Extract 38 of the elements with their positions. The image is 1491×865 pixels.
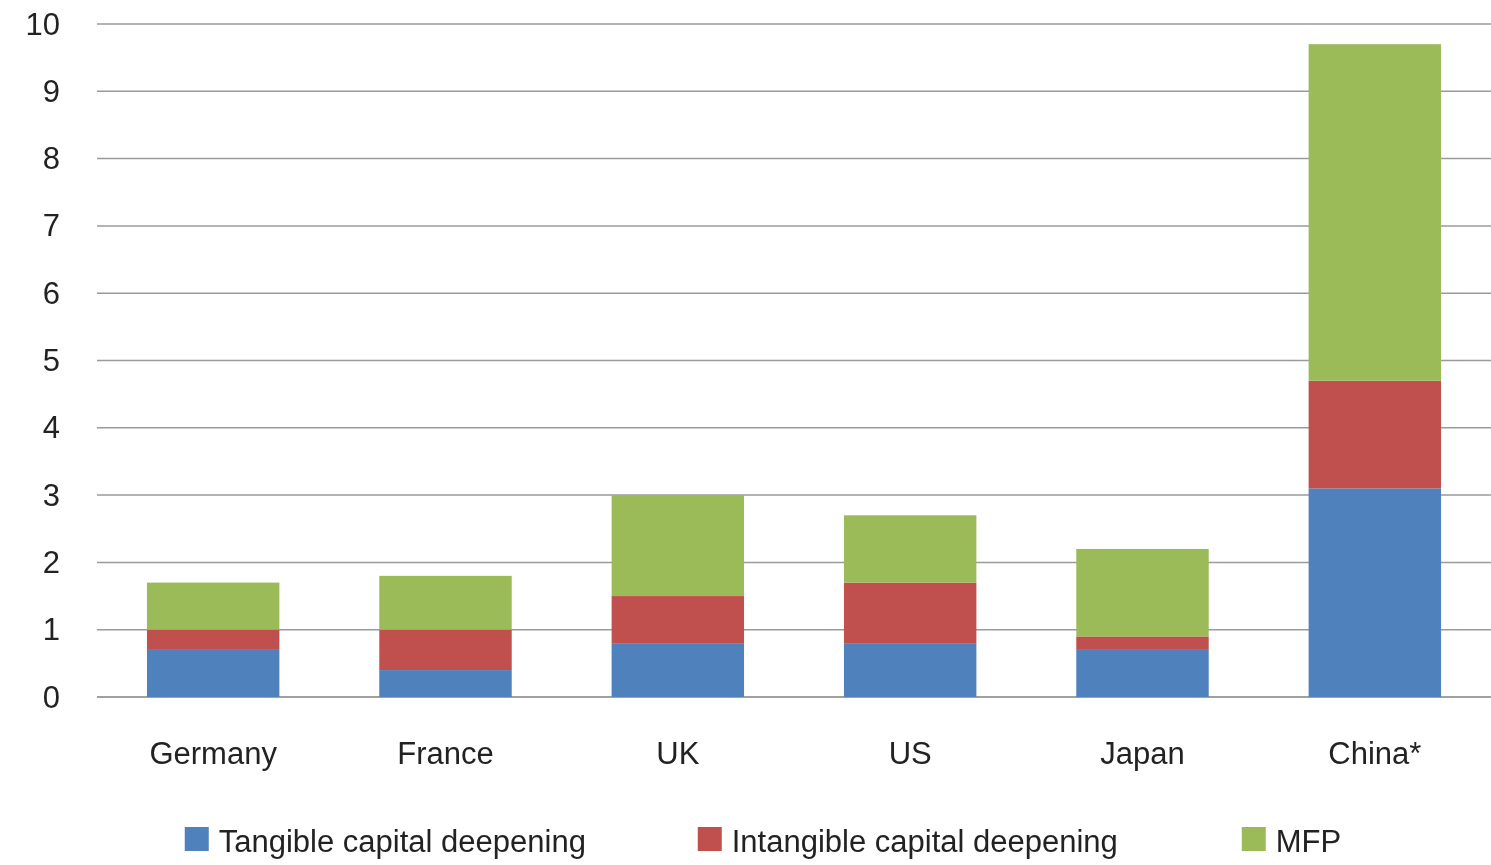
legend-label: MFP [1275,823,1342,859]
y-tick-label: 3 [42,477,60,513]
x-tick-label: France [397,735,494,771]
y-tick-label: 1 [42,612,60,648]
legend-label: Intangible capital deepening [731,823,1118,859]
bar [379,575,512,630]
bar [379,670,512,697]
y-tick-label: 9 [42,73,60,109]
y-tick-label: 5 [42,343,60,378]
y-tick-label: 10 [25,6,60,42]
bar [611,596,745,644]
x-tick-label: US [888,735,932,771]
legend-label: Tangible capital deepening [218,823,586,859]
bar [146,649,280,697]
x-tick-label: Germany [149,735,278,771]
bar [611,495,745,597]
bar [1308,488,1442,697]
y-tick-label: 6 [42,275,60,311]
bar [146,629,280,650]
x-tick-label: Japan [1100,735,1185,771]
bar [1308,380,1442,489]
bar [1076,636,1209,650]
bar [1076,649,1209,697]
y-tick-label: 2 [42,544,60,580]
bar [1308,44,1442,381]
x-tick-label: China* [1328,735,1422,771]
bar [146,582,280,630]
y-tick-label: 7 [42,208,60,244]
bar [379,629,512,671]
y-tick-label: 8 [42,141,60,177]
bar [611,643,745,697]
bar [843,643,977,697]
y-tick-label: 0 [42,679,60,715]
x-tick-label: UK [656,735,700,771]
y-tick-label: 4 [42,410,60,446]
bar [843,515,977,583]
bar [843,582,977,644]
bar [1076,548,1209,637]
